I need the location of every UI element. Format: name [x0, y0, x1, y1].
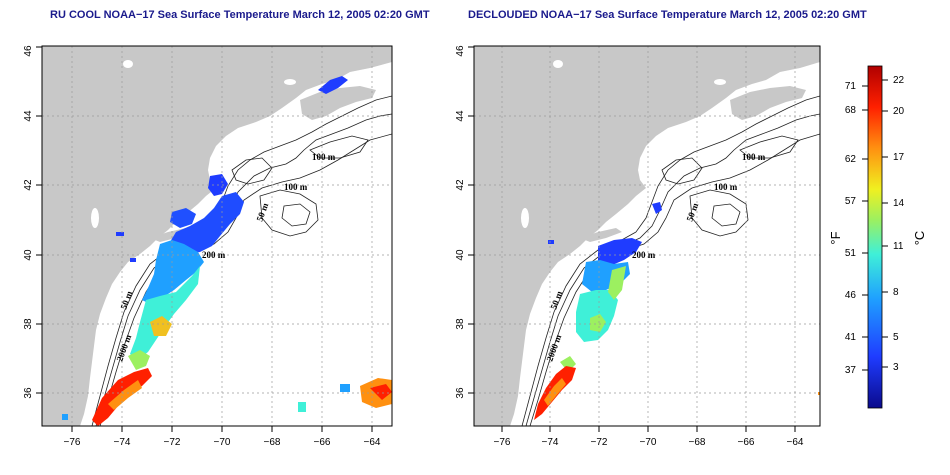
celsius-tick-label: 8 — [893, 287, 899, 298]
x-tick-label: −64 — [364, 437, 381, 448]
x-tick-label: −76 — [64, 437, 81, 448]
right-map-title: DECLOUDED NOAA−17 Sea Surface Temperatur… — [468, 9, 867, 21]
right-long-island — [580, 228, 622, 242]
x-tick-label: −76 — [494, 437, 511, 448]
y-tick-label: 40 — [23, 249, 34, 261]
x-tick-label: −64 — [787, 437, 804, 448]
left-contour-label: 100 m — [312, 152, 336, 162]
celsius-tick-label: 3 — [893, 362, 899, 373]
right-y-axis: 36 38 40 42 44 46 — [455, 45, 474, 399]
y-tick-label: 38 — [455, 318, 466, 330]
right-map-frame — [473, 45, 821, 427]
x-tick-label: −74 — [114, 437, 131, 448]
colorbar-gradient — [867, 65, 883, 409]
y-tick-label: 36 — [455, 387, 466, 399]
right-land-mass — [474, 46, 820, 426]
left-contour-label: 200 m — [202, 250, 226, 260]
celsius-tick-label: 20 — [893, 106, 905, 117]
y-tick-label: 42 — [23, 179, 34, 191]
y-tick-label: 44 — [455, 110, 466, 122]
y-tick-label: 46 — [23, 45, 34, 57]
left-map-title: RU COOL NOAA−17 Sea Surface Temperature … — [50, 9, 430, 21]
fahrenheit-unit-label: °F — [828, 231, 843, 244]
left-map-panel: 100 m 100 m 50 m 200 m 50 m 2000 m −76 −… — [23, 45, 393, 448]
fahrenheit-tick-label: 41 — [845, 332, 857, 343]
y-tick-label: 42 — [455, 179, 466, 191]
left-nova-scotia — [300, 86, 376, 120]
left-x-axis: −76 −74 −72 −70 −68 −66 −64 — [64, 426, 381, 448]
right-x-axis: −76 −74 −72 −70 −68 −66 −64 — [494, 426, 804, 448]
fahrenheit-tick-label: 62 — [845, 154, 857, 165]
celsius-ticks: 22 20 17 14 11 8 5 3 — [882, 75, 905, 373]
x-tick-label: −70 — [214, 437, 231, 448]
y-tick-label: 44 — [23, 110, 34, 122]
fahrenheit-tick-label: 71 — [845, 81, 857, 92]
right-grid — [474, 46, 820, 426]
right-contour-label: 200 m — [632, 250, 656, 260]
x-tick-label: −68 — [689, 437, 706, 448]
fahrenheit-ticks: 71 68 62 57 51 46 41 37 — [845, 81, 868, 376]
x-tick-label: −70 — [640, 437, 657, 448]
left-y-axis: 36 38 40 42 44 46 — [23, 45, 42, 399]
x-tick-label: −68 — [264, 437, 281, 448]
celsius-tick-label: 17 — [893, 152, 905, 163]
right-nova-scotia — [730, 86, 806, 120]
right-contour-label: 100 m — [742, 152, 766, 162]
left-land-mass — [42, 46, 392, 426]
right-map-panel: 100 m 100 m 50 m 200 m 50 m 2000 m −76 −… — [455, 45, 821, 448]
left-map-frame — [41, 45, 393, 427]
celsius-unit-label: °C — [912, 231, 927, 246]
x-tick-label: −66 — [738, 437, 755, 448]
x-tick-label: −66 — [314, 437, 331, 448]
x-tick-label: −72 — [164, 437, 181, 448]
celsius-tick-label: 5 — [893, 332, 899, 343]
y-tick-label: 36 — [23, 387, 34, 399]
celsius-tick-label: 11 — [893, 241, 904, 252]
fahrenheit-tick-label: 51 — [845, 248, 857, 259]
x-tick-label: −72 — [591, 437, 608, 448]
x-tick-label: −74 — [542, 437, 559, 448]
celsius-tick-label: 22 — [893, 75, 905, 86]
y-tick-label: 38 — [23, 318, 34, 330]
fahrenheit-tick-label: 46 — [845, 290, 857, 301]
left-grid — [42, 46, 392, 426]
right-contour-label: 100 m — [714, 182, 738, 192]
celsius-tick-label: 14 — [893, 198, 905, 209]
fahrenheit-tick-label: 57 — [845, 196, 857, 207]
fahrenheit-tick-label: 37 — [845, 365, 857, 376]
y-tick-label: 46 — [455, 45, 466, 57]
temperature-colorbar: 71 68 62 57 51 46 41 37 22 20 17 14 11 8… — [828, 65, 927, 409]
y-tick-label: 40 — [455, 249, 466, 261]
left-contour-label: 100 m — [284, 182, 308, 192]
fahrenheit-tick-label: 68 — [845, 105, 857, 116]
